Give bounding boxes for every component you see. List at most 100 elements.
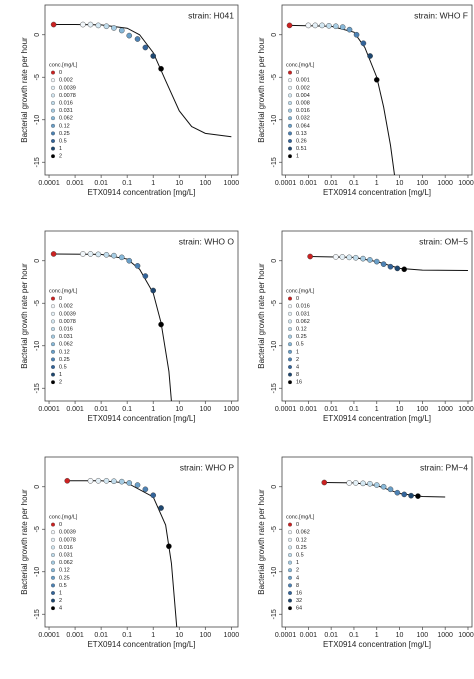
y-tick-label: 0 [271,259,278,263]
legend-label: 0.12 [296,537,307,543]
y-tick-label: -15 [271,157,278,167]
legend-label: 0.0039 [59,530,76,536]
legend-swatch [288,116,292,121]
legend-swatch [288,154,292,159]
legend-label: 0.0039 [59,85,76,91]
y-tick-label: 0 [271,33,278,37]
y-axis-label: Bacterial growth rate per hour [20,489,29,595]
legend-label: 0.12 [59,568,70,574]
data-point [103,477,110,484]
y-tick-label: -5 [34,300,41,306]
legend-label: 2 [296,568,299,574]
x-tick-label: 1000 [437,406,453,413]
legend-swatch [51,93,55,98]
x-tick-label: 0.0001 [38,406,60,413]
x-tick-label: 0.01 [324,406,338,413]
legend-swatch [288,372,292,377]
legend-label: 0.001 [296,78,310,84]
legend-swatch [288,123,292,128]
y-tick-label: -10 [34,341,41,351]
data-point [339,24,346,30]
legend-label: 1 [296,154,299,160]
data-point [394,489,401,496]
legend-swatch [51,70,55,75]
data-point [353,31,360,38]
x-tick-label: 0.0001 [275,406,297,413]
panel-title: strain: H041 [188,10,234,20]
data-point [103,23,110,30]
x-tick-label: 0.1 [349,406,359,413]
data-point [111,25,117,31]
legend-swatch [51,311,55,316]
x-tick-label: 1000 [224,180,240,187]
legend-swatch [288,365,292,369]
panel: 0.00010.0010.010.11101001000100000-5-10-… [257,230,474,423]
legend-swatch [51,116,55,121]
y-axis-label: Bacterial growth rate per hour [257,263,266,369]
y-tick-label: 0 [34,259,41,263]
legend-label: 64 [296,606,302,612]
data-point [166,543,172,550]
data-point [50,251,57,257]
legend-swatch [288,342,292,347]
x-axis-label: ETX0914 concentration [mg/L] [87,640,195,649]
legend-swatch [288,545,292,550]
legend-label: 0 [59,296,62,302]
legend-swatch [288,131,292,136]
legend-label: 0.016 [59,326,73,332]
y-axis-label: Bacterial growth rate per hour [20,263,29,369]
x-tick-label: 0.01 [94,406,108,413]
legend-label: 0.5 [59,583,67,589]
data-point [373,77,380,83]
legend-swatch [51,342,55,347]
legend-label: 32 [296,598,302,604]
legend-swatch [51,591,55,595]
legend-label: 0.25 [296,334,307,340]
legend-swatch [288,606,292,611]
legend-label: 1 [296,560,299,566]
data-point [142,44,149,51]
legend-title: conc.[mg/L] [286,514,315,520]
legend-label: 0.062 [59,116,73,122]
legend-label: 1 [59,590,62,596]
x-axis-label: ETX0914 concentration [mg/L] [323,640,431,649]
fit-curve [67,480,178,627]
legend-swatch [51,380,55,385]
x-tick-label: 0.001 [66,406,84,413]
y-tick-label: -10 [34,115,41,125]
plot-frame [44,230,239,402]
legend-swatch [288,304,292,309]
data-point [380,483,387,490]
legend-label: 0.016 [296,108,310,114]
y-tick-label: 0 [34,33,41,37]
legend-swatch [51,349,55,354]
data-point [387,263,394,270]
x-tick-label: 0.1 [122,632,132,639]
data-point [394,265,401,272]
legend-swatch [51,553,55,557]
data-point [118,27,125,34]
legend-swatch [288,349,292,354]
legend-label: 0 [296,70,299,76]
x-tick-label: 0.001 [300,180,318,187]
x-tick-label: 100 [417,632,429,639]
x-tick-label: 0.0001 [275,632,297,639]
data-point [286,22,293,29]
legend-swatch [288,327,292,331]
legend-swatch [51,583,55,588]
legend-swatch [288,357,292,362]
data-point [118,478,125,485]
data-point [111,478,117,485]
legend-swatch [51,545,55,550]
legend-swatch [51,334,55,339]
legend-label: 0.062 [59,342,73,348]
legend-label: 0.0039 [59,311,76,317]
y-tick-label: -10 [271,341,278,351]
legend-label: 16 [296,590,302,596]
x-tick-label: 10 [396,632,404,639]
data-point [80,251,86,257]
legend-title: conc.[mg/L] [49,514,78,520]
legend-swatch [288,70,292,75]
x-tick-label: 0.01 [324,180,338,187]
